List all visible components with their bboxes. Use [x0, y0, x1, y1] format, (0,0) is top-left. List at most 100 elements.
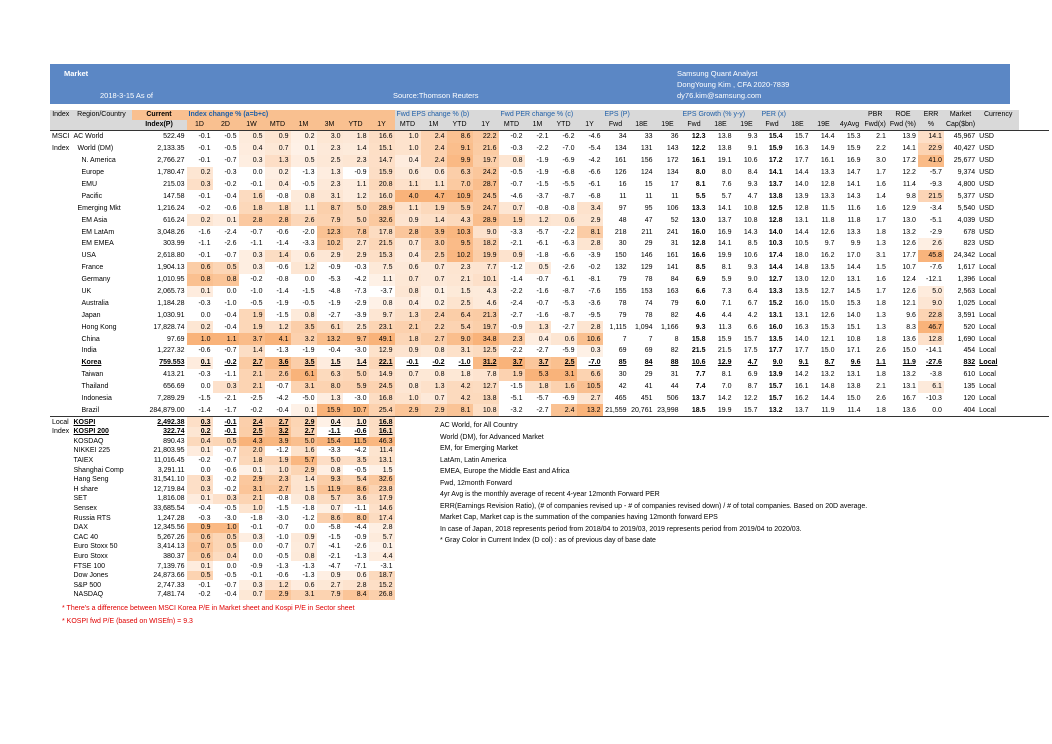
section-label: [50, 179, 72, 191]
cell: 1,247.28: [157, 514, 185, 522]
cell: 5.0: [342, 202, 369, 215]
cell: -0.5: [224, 505, 237, 513]
cell: 141: [666, 264, 679, 272]
cell: 16.0: [368, 190, 395, 203]
cell: 1.4: [264, 249, 291, 262]
cell: -5.7: [536, 395, 549, 403]
cell: 24.5: [368, 380, 395, 393]
cell: 0.2: [420, 297, 447, 310]
cell: 14.7: [846, 169, 861, 177]
source: Source:Thomson Reuters: [393, 91, 479, 100]
cell: 15.3: [820, 323, 835, 331]
cell: USD: [979, 133, 994, 141]
column-subheader: MTD: [498, 120, 525, 131]
cell: 15.4: [768, 133, 783, 141]
cell: 6.4: [446, 309, 473, 322]
section-label: [50, 446, 72, 456]
cell: -4.4: [354, 524, 367, 532]
section-label: [50, 504, 72, 514]
cell: 13.1: [368, 455, 395, 466]
cell: 79: [618, 276, 627, 284]
cell: 0.8: [394, 285, 421, 298]
note: Market Cap, Market cap is the summation …: [440, 514, 718, 521]
cell: 0.5: [212, 436, 239, 447]
cell: 12.3: [691, 133, 706, 141]
cell: 1,690: [957, 335, 976, 343]
cell: 2.4: [420, 130, 447, 143]
column-subheader: 1Y: [576, 120, 603, 131]
column-subheader: Fwd (%): [887, 120, 918, 131]
cell: -0.4: [224, 591, 237, 599]
column-header: EPS Growth (% y-y): [680, 110, 760, 120]
cell: 3,591: [957, 311, 976, 319]
cell: 5,377: [957, 192, 976, 200]
cell: 1.9: [498, 368, 525, 381]
cell: -2.2: [536, 145, 549, 153]
cell: 0.1: [238, 465, 265, 475]
cell: -2.2: [510, 347, 523, 355]
cell: 2.5: [550, 356, 577, 369]
cell: -1.0: [276, 533, 289, 541]
cell: 0.9: [498, 249, 525, 262]
cell: 1.1: [290, 202, 317, 215]
cell: 3.5: [290, 321, 317, 334]
cell: -0.3: [224, 169, 237, 177]
section-label: Index: [52, 428, 70, 436]
cell: -1.5: [198, 395, 211, 403]
cell: 0.0: [304, 276, 315, 284]
cell: 2,747.33: [157, 581, 185, 589]
cell: Local: [979, 323, 996, 331]
cell: -2.0: [302, 228, 315, 236]
cell: 6.0: [695, 299, 706, 307]
cell: 163: [666, 288, 679, 296]
cell: -4.1: [328, 543, 341, 551]
cell: 14.9: [820, 145, 835, 153]
cell: 13.1: [902, 383, 916, 391]
cell: -4.2: [588, 157, 601, 165]
cell: 16.6: [691, 252, 706, 260]
cell: 13.1: [794, 311, 809, 319]
cell: 12.9: [368, 345, 395, 357]
region-name: UK: [81, 288, 92, 296]
cell: 2,133.35: [157, 145, 185, 153]
region-name: CAC 40: [73, 533, 99, 541]
cell: 11: [671, 192, 679, 200]
cell: 24.5: [472, 190, 499, 203]
cell: 15.1: [368, 142, 395, 155]
section-label: [50, 190, 72, 202]
cell: 21.5: [917, 190, 944, 203]
region-name: AC World: [73, 133, 104, 141]
region-name: China: [81, 335, 100, 343]
cell: 4.2: [747, 311, 758, 319]
cell: -8.1: [588, 276, 601, 284]
cell: 12.1: [820, 335, 835, 343]
table-row: TAIEX 11,016.45 -0.2 -0.7 1.8 1.9 5.7 5.0 3.5 13.…: [50, 455, 1049, 466]
cell: 1.7: [876, 288, 886, 296]
cell: 2.4: [420, 142, 447, 155]
cell: -1.2: [302, 514, 315, 522]
cell: Local: [979, 359, 998, 367]
cell: 16.7: [902, 395, 916, 403]
cell: 0.2: [186, 426, 213, 437]
cell: 0.6: [290, 249, 317, 262]
cell: 10.8: [743, 216, 758, 224]
cell: 8.1: [721, 264, 732, 272]
cell: -0.1: [198, 133, 211, 141]
cell: Local: [979, 371, 996, 379]
cell: 16.3: [794, 323, 809, 331]
cell: 0.3: [238, 249, 265, 262]
table-row: Pacific 147.58 -0.1 -0.4 1.6 -0.8 0.8 3.1 1.2 16.…: [50, 190, 1049, 203]
cell: 218: [614, 228, 627, 236]
section-label: [50, 214, 72, 226]
cell: 1.8: [876, 406, 886, 414]
cell: 0.6: [342, 570, 369, 581]
cell: 14.1: [917, 130, 944, 143]
cell: 17.2: [768, 157, 783, 165]
cell: 1.4: [290, 474, 317, 485]
cell: -1.9: [536, 157, 549, 165]
cell: 5.9: [342, 380, 369, 393]
cell: -0.2: [432, 359, 445, 367]
cell: -6.2: [562, 133, 575, 141]
cell: USD: [979, 216, 994, 224]
cell: -2.1: [510, 240, 523, 248]
